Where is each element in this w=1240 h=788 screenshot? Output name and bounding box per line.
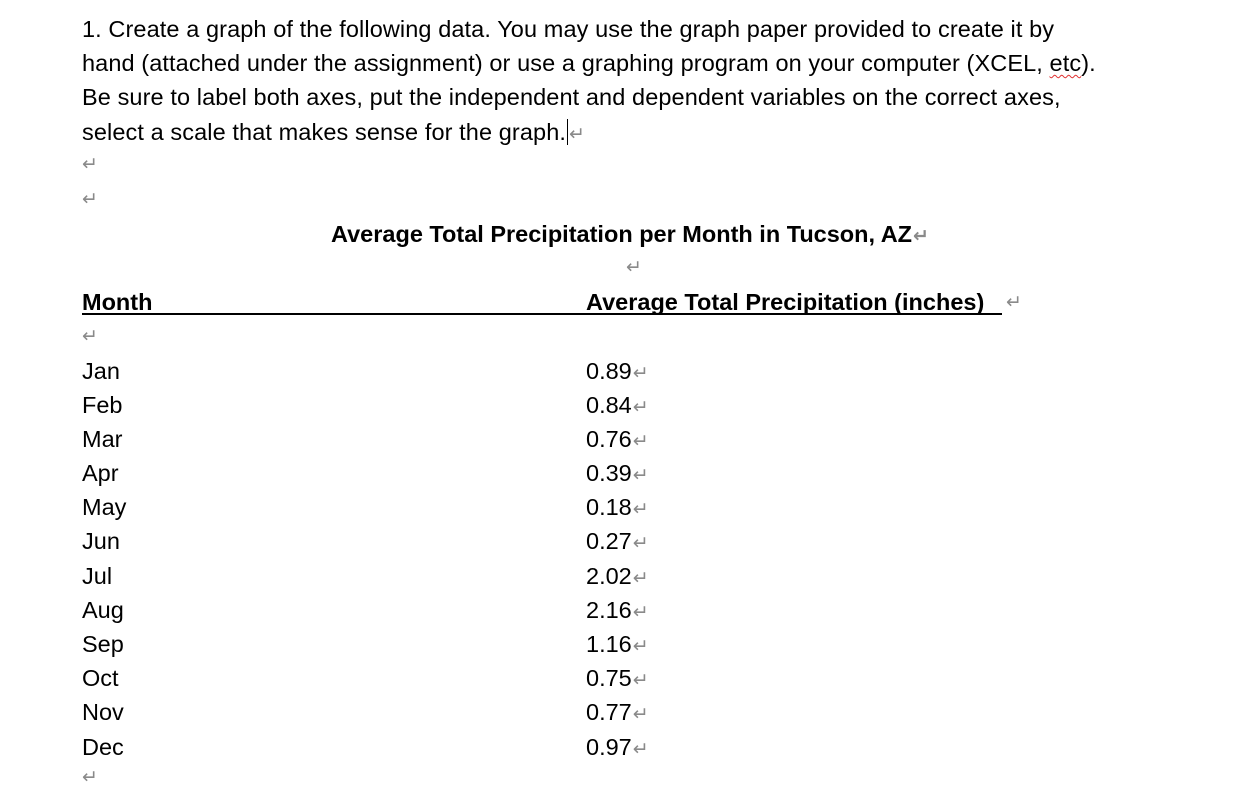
table-row-value-text: 0.27 [586,528,632,554]
table-row-value-text: 2.16 [586,597,632,623]
header-rule [82,313,1002,315]
paragraph-mark-icon: ↵ [82,325,98,347]
table-row-value: 1.16↵ [586,628,649,662]
table-row-value-text: 0.97 [586,734,632,760]
instructions-line-4: select a scale that makes sense for the … [82,115,1182,151]
table-row-value-text: 0.39 [586,460,632,486]
paragraph-mark-icon: ↵ [632,396,649,418]
paragraph-mark-icon: ↵ [632,567,649,589]
paragraph-mark-icon: ↵ [632,703,649,725]
table-row-value-text: 1.16 [586,631,632,657]
table-title: Average Total Precipitation per Month in… [0,218,1240,252]
paragraph-mark-icon: ↵ [632,362,649,384]
text-cursor [567,118,568,145]
table-row-month: Dec [82,734,124,760]
table-row-value-text: 0.75 [586,665,632,691]
table-row-value: 0.84↵ [586,389,649,423]
instructions-line-2: hand (attached under the assignment) or … [82,46,1182,80]
table-row-month: Jul [82,563,113,589]
paragraph-mark-icon: ↵ [82,188,98,210]
table-row-month: May [82,494,127,520]
table-row-value: 0.27↵ [586,525,649,559]
table-row-value-text: 0.77 [586,699,632,725]
table-row-value: 0.77↵ [586,696,649,730]
table-row-value: 2.02↵ [586,560,649,594]
table-row-month: Feb [82,392,123,418]
paragraph-mark-icon: ↵ [632,601,649,623]
table-row-month: Aug [82,597,124,623]
paragraph-mark-icon: ↵ [569,122,586,145]
paragraph-mark-icon: ↵ [82,766,98,788]
paragraph-mark-icon: ↵ [632,669,649,691]
table-row-value-text: 2.02 [586,563,632,589]
table-row-month: Sep [82,631,124,657]
table-row-month: Nov [82,699,124,725]
table-row-value: 0.76↵ [586,423,649,457]
table-row-value-text: 0.84 [586,392,632,418]
table-row-month: Jan [82,358,120,384]
paragraph-mark-icon: ↵ [626,256,642,278]
paragraph-mark-icon: ↵ [632,635,649,657]
paragraph-mark-icon: ↵ [632,738,649,760]
table-row-month: Mar [82,426,123,452]
table-row-value: 0.18↵ [586,491,649,525]
table-row-month: Jun [82,528,120,554]
instructions-line-3: Be sure to label both axes, put the inde… [82,84,1061,111]
paragraph-mark-icon: ↵ [1006,291,1022,313]
table-row-month: Oct [82,665,119,691]
paragraph-mark-icon: ↵ [632,498,649,520]
column-header-month: Month [82,289,153,315]
instructions-line-2-start: hand (attached under the assignment) or … [82,50,1050,77]
table-row-value: 0.39↵ [586,457,649,491]
instructions-paragraph[interactable]: 1. Create a graph of the following data.… [82,12,1182,151]
paragraph-mark-icon: ↵ [913,225,929,247]
paragraph-mark-icon: ↵ [632,532,649,554]
table-row-value: 0.97↵ [586,731,649,765]
paragraph-mark-icon: ↵ [632,464,649,486]
spelling-flagged-word[interactable]: etc [1049,50,1082,77]
table-row-value-text: 0.89 [586,358,632,384]
table-title-text: Average Total Precipitation per Month in… [331,221,913,247]
table-row-month: Apr [82,460,119,486]
instructions-line-2-end: ). [1081,50,1096,77]
table-row-value: 2.16↵ [586,594,649,628]
column-header-precipitation-text: Average Total Precipitation (inches) [586,289,985,315]
instructions-line-1: 1. Create a graph of the following data.… [82,16,1055,42]
table-row-value-text: 0.76 [586,426,632,452]
table-row-value-text: 0.18 [586,494,632,520]
instructions-line-4-text: select a scale that makes sense for the … [82,118,566,145]
column-header-precipitation: Average Total Precipitation (inches) [586,286,984,318]
table-row-value: 0.89↵ [586,355,649,389]
paragraph-mark-icon: ↵ [632,430,649,452]
paragraph-mark-icon: ↵ [82,153,98,175]
table-row-value: 0.75↵ [586,662,649,696]
